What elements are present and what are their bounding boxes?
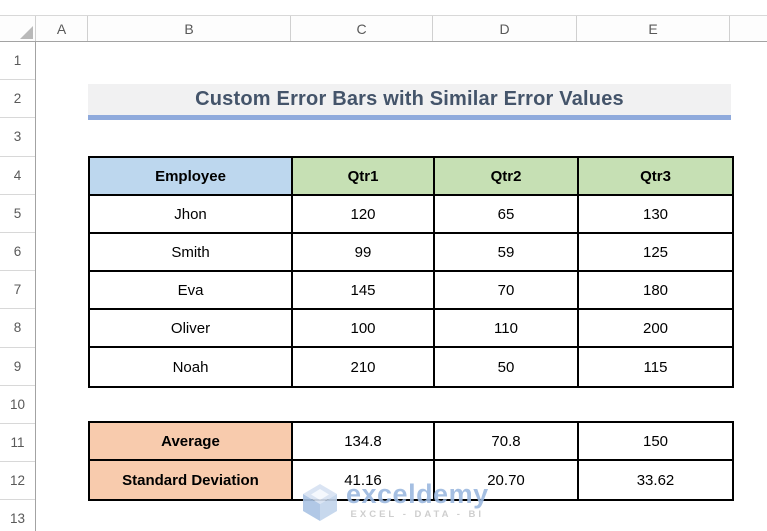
cell-value[interactable]: 50 — [435, 348, 579, 386]
cell-value[interactable]: 120 — [293, 196, 435, 234]
row-header-4[interactable]: 4 — [0, 157, 35, 195]
column-header-e[interactable]: E — [577, 16, 730, 41]
row-header-2[interactable]: 2 — [0, 80, 35, 119]
row-header-8[interactable]: 8 — [0, 309, 35, 348]
cell-employee-name[interactable]: Noah — [90, 348, 293, 386]
row-header-5[interactable]: 5 — [0, 195, 35, 233]
cell-value[interactable]: 70.8 — [435, 423, 579, 461]
row-header-10[interactable]: 10 — [0, 386, 35, 424]
column-header-a[interactable]: A — [36, 16, 88, 41]
select-all-corner[interactable] — [0, 16, 36, 41]
row-header-11[interactable]: 11 — [0, 424, 35, 463]
column-header-f[interactable] — [730, 16, 767, 41]
header-cell-qtr1[interactable]: Qtr1 — [293, 158, 435, 196]
cell-value[interactable]: 65 — [435, 196, 579, 234]
cell-value[interactable]: 110 — [435, 310, 579, 348]
cell-value[interactable]: 33.62 — [636, 471, 675, 489]
cell-employee-name[interactable]: Eva — [90, 272, 293, 310]
row-header-7[interactable]: 7 — [0, 271, 35, 310]
column-header-d[interactable]: D — [433, 16, 577, 41]
cell-value[interactable]: 20.70 — [435, 461, 579, 499]
cell-value[interactable]: 70 — [435, 272, 579, 310]
cell-employee-name[interactable]: Oliver — [90, 310, 293, 348]
cell-value[interactable]: 59 — [435, 234, 579, 272]
cell-value[interactable]: 115 — [643, 358, 668, 376]
watermark-tagline: EXCEL - DATA - BI — [350, 509, 485, 520]
stats-table: Average 134.8 70.8 150 Standard Deviatio… — [88, 421, 734, 501]
cell-employee-name[interactable]: Smith — [90, 234, 293, 272]
cell-value[interactable]: 150 — [579, 423, 732, 461]
column-header-b[interactable]: B — [88, 16, 291, 41]
cell-employee-name[interactable]: Jhon — [90, 196, 293, 234]
label-cell-average[interactable]: Average — [90, 423, 293, 461]
header-cell-employee[interactable]: Employee — [90, 158, 293, 196]
row-header-13[interactable]: 13 — [0, 500, 35, 531]
row-header-1[interactable]: 1 — [0, 42, 35, 81]
cell-value[interactable]: 200 — [579, 310, 732, 348]
cell-value[interactable]: 145 — [293, 272, 435, 310]
cell-value[interactable]: 130 — [579, 196, 732, 234]
cell-value[interactable]: 210 — [293, 348, 435, 386]
cell-value[interactable]: 180 — [579, 272, 732, 310]
row-header-6[interactable]: 6 — [0, 233, 35, 272]
header-cell-qtr2[interactable]: Qtr2 — [435, 158, 579, 196]
cell-value[interactable]: 125 — [579, 234, 732, 272]
page-title: Custom Error Bars with Similar Error Val… — [195, 88, 624, 110]
cell-value[interactable]: 134.8 — [293, 423, 435, 461]
cell-value[interactable]: 99 — [293, 234, 435, 272]
cell-value[interactable]: 100 — [293, 310, 435, 348]
cell-value[interactable]: 41.16 — [293, 461, 435, 499]
column-header-c[interactable]: C — [291, 16, 433, 41]
column-header-row: A B C D E — [0, 15, 767, 42]
header-cell-qtr3[interactable]: Qtr3 — [579, 158, 732, 196]
label-cell-standard-deviation[interactable]: Standard Deviation — [90, 461, 293, 499]
row-header-column: 1 2 3 4 5 6 7 8 9 10 11 12 13 — [0, 42, 36, 531]
row-header-9[interactable]: 9 — [0, 348, 35, 386]
row-header-3[interactable]: 3 — [0, 118, 35, 157]
row-header-12[interactable]: 12 — [0, 462, 35, 501]
select-all-triangle-icon — [20, 26, 33, 39]
title-banner[interactable]: Custom Error Bars with Similar Error Val… — [88, 84, 731, 120]
data-table: Employee Qtr1 Qtr2 Qtr3 Jhon 120 65 130 … — [88, 156, 734, 388]
